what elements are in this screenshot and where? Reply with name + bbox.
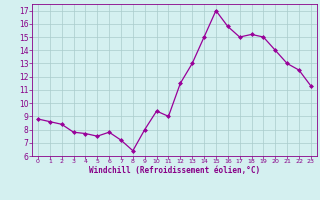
X-axis label: Windchill (Refroidissement éolien,°C): Windchill (Refroidissement éolien,°C)	[89, 166, 260, 175]
